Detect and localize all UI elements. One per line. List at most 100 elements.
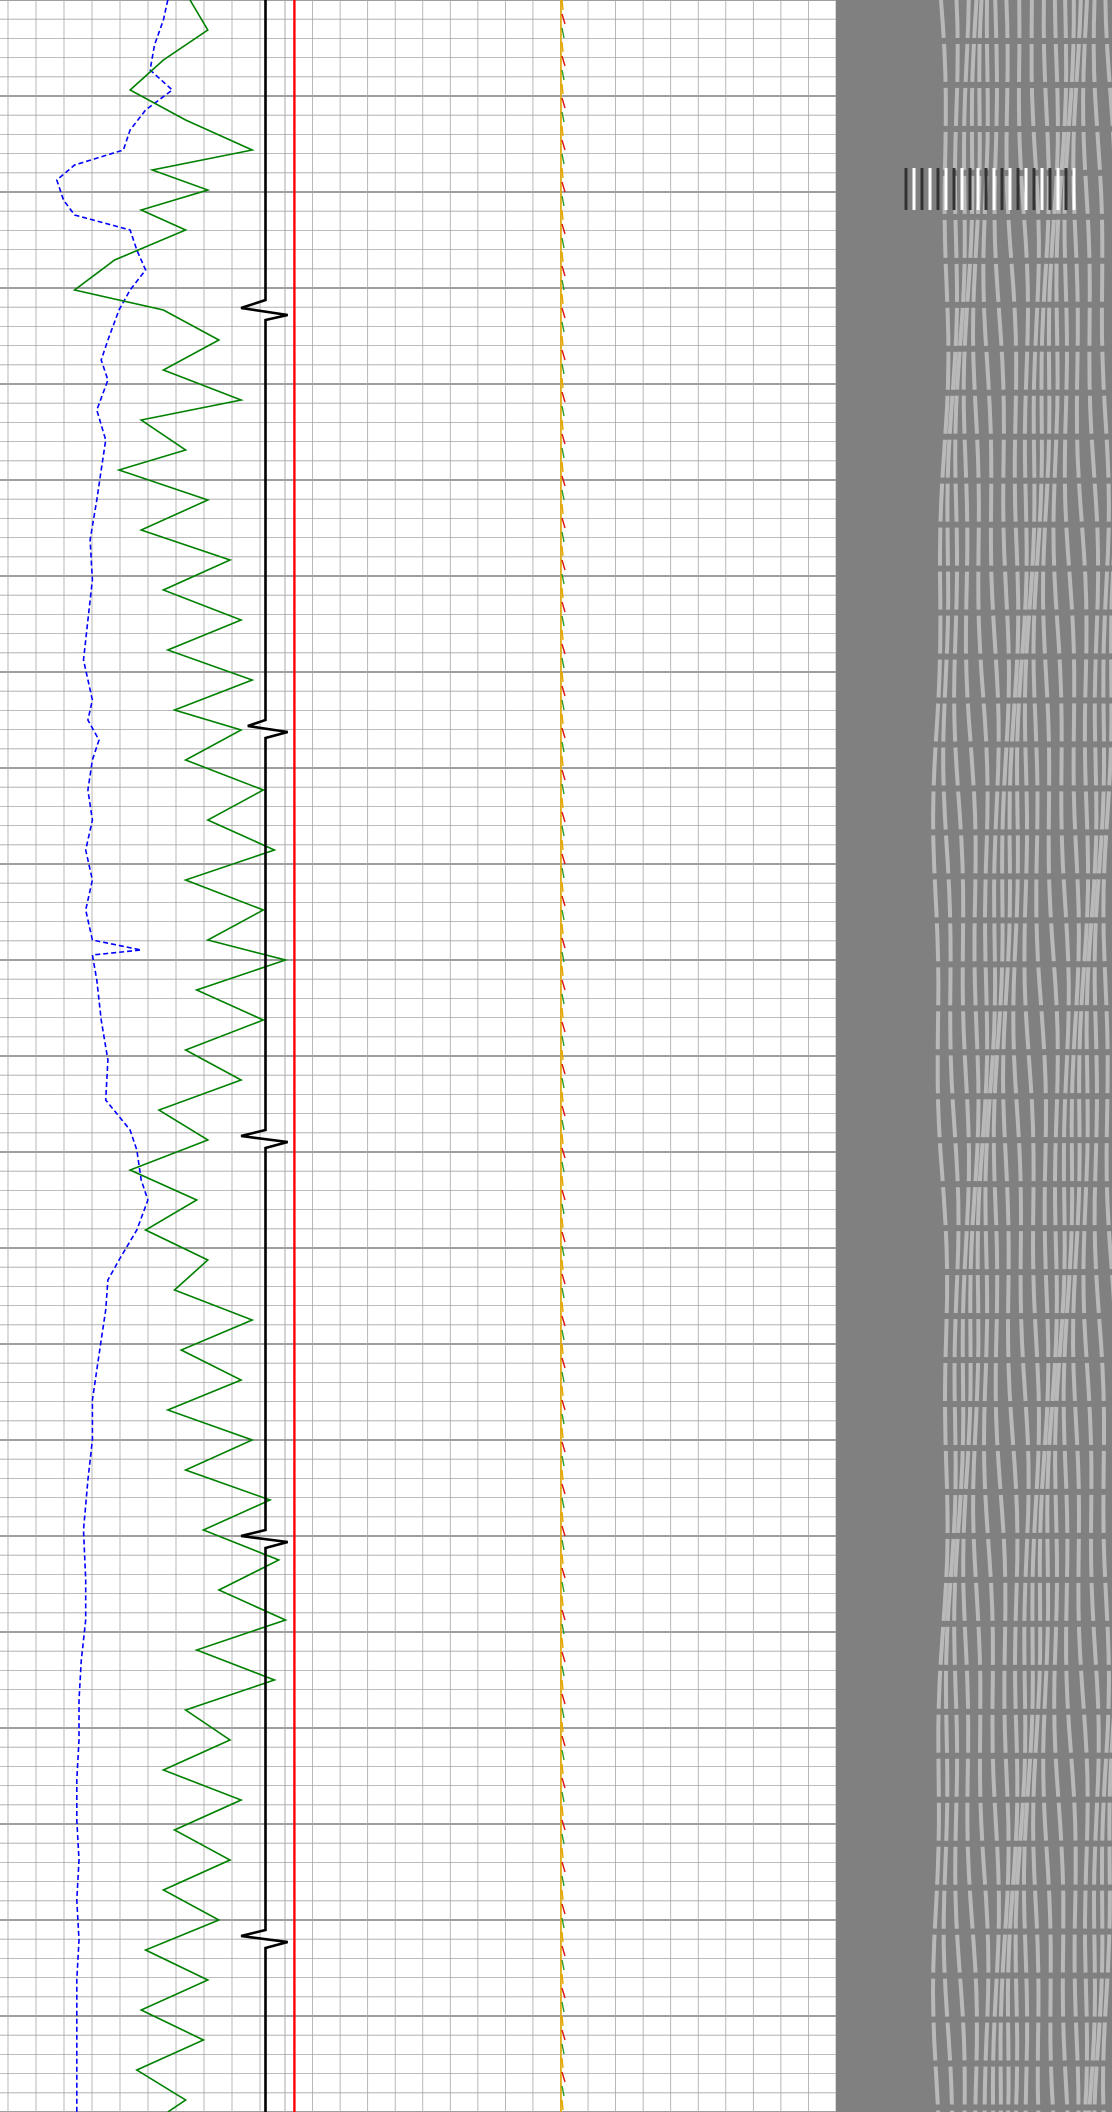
multi-color-curve-segment: [561, 1147, 566, 1159]
image-stripe: [941, 0, 961, 2112]
multi-color-curve-segment: [561, 769, 566, 781]
multi-color-curve-segment: [561, 1525, 566, 1537]
multi-color-curve-segment: [561, 1693, 566, 1705]
multi-color-curve-segment: [561, 517, 566, 529]
multi-color-curve-segment: [561, 1203, 565, 1215]
multi-color-curve-segment: [561, 139, 566, 151]
multi-color-curve-segment: [561, 1469, 564, 1481]
multi-color-curve-segment: [561, 559, 566, 571]
multi-color-curve-segment: [561, 475, 566, 487]
multi-color-curve-segment: [561, 741, 565, 753]
multi-color-curve-segment: [561, 1357, 566, 1369]
multi-color-curve-segment: [561, 1889, 564, 1901]
multi-color-curve-segment: [561, 1427, 564, 1439]
multi-color-curve-segment: [561, 1511, 564, 1523]
multi-color-curve-segment: [561, 923, 564, 935]
multi-color-curve-segment: [561, 1217, 564, 1229]
multi-color-curve-segment: [561, 1091, 564, 1103]
multi-color-curve-segment: [561, 69, 565, 81]
multi-color-curve-segment: [561, 783, 565, 795]
multi-color-curve-segment: [561, 1189, 566, 1201]
multi-color-curve-segment: [561, 685, 566, 697]
multi-color-curve-segment: [561, 1945, 566, 1957]
multi-color-curve-segment: [561, 1441, 566, 1453]
multi-color-curve-segment: [561, 1553, 564, 1565]
multi-color-curve-segment: [561, 447, 565, 459]
grid-layer: [0, 0, 837, 2112]
multi-color-curve-segment: [561, 1665, 565, 1677]
multi-color-curve-segment: [561, 1161, 565, 1173]
multi-color-curve-segment: [561, 1651, 566, 1663]
multi-color-curve-segment: [561, 825, 565, 837]
multi-color-curve-segment: [561, 97, 566, 109]
multi-color-curve-segment: [561, 629, 564, 641]
multi-color-curve-segment: [561, 1819, 566, 1831]
multi-color-curve-segment: [561, 1679, 564, 1691]
multi-color-curve-segment: [561, 209, 564, 221]
multi-color-curve-segment: [561, 1791, 565, 1803]
multi-color-curve-segment: [561, 1567, 566, 1579]
multi-color-curve-segment: [561, 1707, 565, 1719]
multi-color-curve-segment: [561, 419, 564, 431]
multi-color-curve-segment: [561, 2085, 565, 2097]
multi-color-curve-segment: [561, 2099, 564, 2111]
image-track: [836, 0, 1112, 2112]
multi-color-curve-segment: [561, 1917, 565, 1929]
multi-color-curve-segment: [561, 1287, 565, 1299]
multi-color-curve-segment: [561, 2029, 566, 2041]
multi-color-curve-segment: [561, 1413, 565, 1425]
image-stripe: [970, 0, 991, 2112]
multi-color-curve-segment: [561, 111, 565, 123]
multi-color-curve-segment: [561, 909, 565, 921]
multi-color-curve-segment: [561, 223, 566, 235]
multi-color-curve-segment: [561, 531, 565, 543]
multi-color-curve-segment: [561, 195, 565, 207]
multi-color-curve-segment: [561, 461, 564, 473]
multi-color-curve-segment: [561, 1833, 565, 1845]
multi-color-curve-segment: [561, 1595, 564, 1607]
dashed-curve: [55, 0, 174, 2112]
multi-color-curve-segment: [561, 1581, 565, 1593]
multi-color-curve-segment: [561, 2043, 565, 2055]
image-stripe: [1022, 0, 1042, 2112]
multi-color-curve-segment: [561, 573, 565, 585]
multi-color-curve-segment: [561, 937, 566, 949]
multi-color-curve-segment: [561, 881, 564, 893]
image-stripe: [1051, 0, 1071, 2112]
multi-color-curve-segment: [561, 391, 566, 403]
multi-color-curve-segment: [561, 1077, 565, 1089]
multi-color-curve-segment: [561, 811, 566, 823]
multi-color-curve-segment: [561, 979, 566, 991]
multi-color-curve-segment: [561, 1987, 566, 1999]
image-stripe: [961, 0, 981, 2112]
multi-color-curve-segment: [561, 167, 564, 179]
multi-color-curve-segment: [561, 993, 565, 1005]
multi-color-curve-segment: [561, 1903, 566, 1915]
multi-color-curve-segment: [561, 1483, 566, 1495]
image-stripe: [991, 0, 1012, 2112]
image-stripe: [1031, 0, 1051, 2112]
multi-color-curve-segment: [561, 839, 564, 851]
multi-color-curve-segment: [561, 1049, 564, 1061]
multi-color-curve-segment: [561, 1497, 565, 1509]
multi-color-curve-segment: [561, 545, 564, 557]
image-stripe: [1000, 0, 1021, 2112]
multi-color-curve-segment: [561, 797, 564, 809]
multi-color-curve-segment: [561, 699, 565, 711]
multi-color-curve-segment: [561, 153, 565, 165]
multi-color-curve-segment: [561, 1021, 566, 1033]
multi-color-curve-segment: [561, 433, 566, 445]
curve-layer: [55, 0, 566, 2112]
multi-color-curve-segment: [561, 1273, 566, 1285]
multi-color-curve-segment: [561, 307, 566, 319]
multi-color-curve-segment: [561, 181, 566, 193]
multi-color-curve-segment: [561, 1329, 565, 1341]
multi-color-curve-segment: [561, 601, 566, 613]
multi-color-curve-segment: [561, 1259, 564, 1271]
multi-color-curve-segment: [561, 1763, 564, 1775]
black-curve: [240, 0, 289, 2112]
image-stripe: [1081, 0, 1101, 2112]
multi-color-curve-segment: [561, 335, 564, 347]
multi-color-curve-segment: [561, 503, 564, 515]
